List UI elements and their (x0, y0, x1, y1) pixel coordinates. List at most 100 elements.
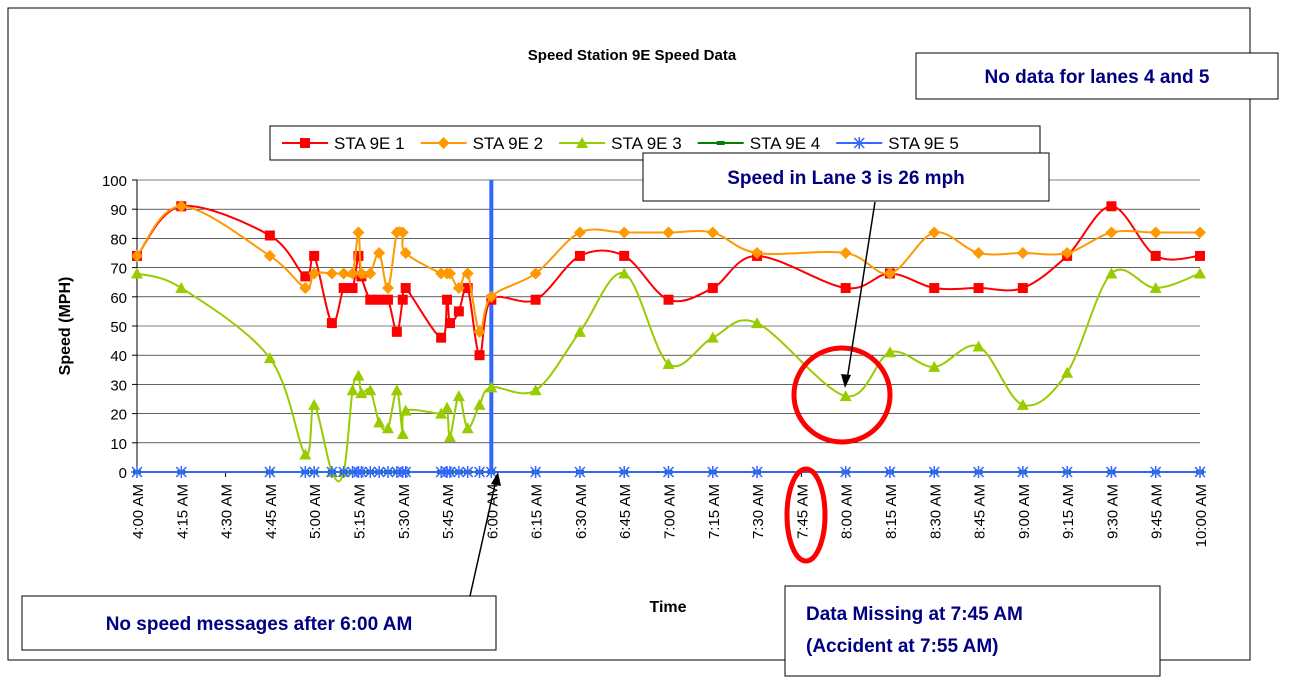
y-tick-label: 30 (110, 377, 127, 394)
x-tick-label: 5:45 AM (440, 484, 457, 539)
legend-label: STA 9E 3 (611, 134, 682, 153)
arrow-head (491, 472, 501, 486)
x-tick-label: 10:00 AM (1193, 484, 1210, 547)
marker (573, 325, 586, 337)
x-tick-label: 9:30 AM (1104, 484, 1121, 539)
x-tick-label: 6:00 AM (484, 484, 501, 539)
marker (299, 282, 312, 295)
marker (364, 384, 377, 396)
callout-text: (Accident at 7:55 AM) (806, 636, 999, 657)
marker (337, 466, 350, 478)
x-tick-label: 6:15 AM (529, 484, 546, 539)
marker (706, 331, 719, 343)
marker (131, 466, 143, 478)
marker (576, 137, 589, 148)
marker (309, 250, 320, 261)
marker (365, 294, 376, 305)
marker (326, 318, 337, 329)
marker (355, 267, 368, 280)
marker (662, 357, 675, 369)
marker (373, 416, 386, 428)
marker (396, 226, 409, 239)
marker (1195, 250, 1205, 261)
marker (453, 306, 464, 317)
marker (452, 282, 465, 295)
y-tick-label: 60 (110, 290, 127, 307)
marker (325, 267, 338, 280)
marker (530, 294, 541, 305)
marker (391, 326, 402, 337)
callout-box (915, 52, 1279, 100)
marker (444, 318, 455, 329)
marker (706, 226, 719, 239)
x-tick-label: 5:30 AM (396, 484, 413, 539)
marker (381, 422, 394, 434)
y-tick-label: 20 (110, 407, 127, 424)
x-tick-label: 6:45 AM (617, 484, 634, 539)
marker (883, 346, 896, 358)
marker (1105, 466, 1118, 478)
marker (474, 350, 485, 361)
marker (399, 466, 412, 478)
marker (839, 390, 852, 402)
y-tick-label: 0 (119, 465, 127, 482)
x-tick-label: 7:30 AM (750, 484, 767, 539)
marker (1105, 226, 1118, 239)
marker (436, 332, 447, 343)
marker (397, 294, 408, 305)
marker (461, 466, 474, 478)
marker (751, 247, 764, 259)
marker (325, 466, 338, 478)
y-tick-label: 50 (110, 319, 127, 336)
marker (716, 141, 725, 145)
marker (1149, 226, 1162, 239)
marker (300, 138, 310, 148)
marker (131, 249, 143, 262)
marker (353, 250, 364, 261)
y-tick-label: 10 (110, 436, 127, 453)
x-tick-label: 9:45 AM (1149, 484, 1166, 539)
callout-text: Data Missing at 7:45 AM (806, 604, 1023, 625)
marker (300, 271, 311, 282)
chart-title: Speed Station 9E Speed Data (528, 47, 737, 64)
marker (619, 250, 630, 261)
marker (355, 387, 368, 399)
arrow-head (841, 374, 851, 388)
x-axis-label: Time (649, 599, 686, 616)
marker (573, 466, 586, 478)
marker (1194, 267, 1206, 279)
marker (1061, 366, 1074, 378)
y-tick-label: 40 (110, 348, 127, 365)
marker (346, 267, 359, 280)
marker (618, 226, 631, 239)
x-tick-label: 7:15 AM (706, 484, 723, 539)
marker (381, 466, 394, 478)
marker (973, 283, 984, 294)
marker (840, 283, 851, 294)
x-tick-label: 8:45 AM (972, 484, 989, 539)
legend-label: STA 9E 5 (888, 134, 959, 153)
legend-label: STA 9E 4 (750, 134, 821, 153)
marker (390, 384, 403, 396)
marker (618, 267, 631, 279)
x-tick-label: 7:00 AM (662, 484, 679, 539)
x-tick-label: 4:30 AM (219, 484, 236, 539)
marker (1016, 247, 1029, 259)
marker (706, 466, 719, 478)
marker (263, 352, 276, 364)
marker (529, 267, 542, 280)
marker (1194, 466, 1206, 478)
x-tick-label: 7:45 AM (794, 484, 811, 539)
highlight-circle (791, 345, 893, 445)
marker (1061, 247, 1074, 259)
marker (443, 466, 456, 478)
marker (299, 466, 312, 478)
marker (573, 226, 586, 239)
marker (1106, 201, 1117, 212)
marker (442, 294, 453, 305)
marker (1105, 267, 1118, 279)
marker (299, 448, 312, 460)
marker (1017, 283, 1028, 294)
legend-label: STA 9E 1 (334, 134, 405, 153)
marker (175, 200, 188, 213)
